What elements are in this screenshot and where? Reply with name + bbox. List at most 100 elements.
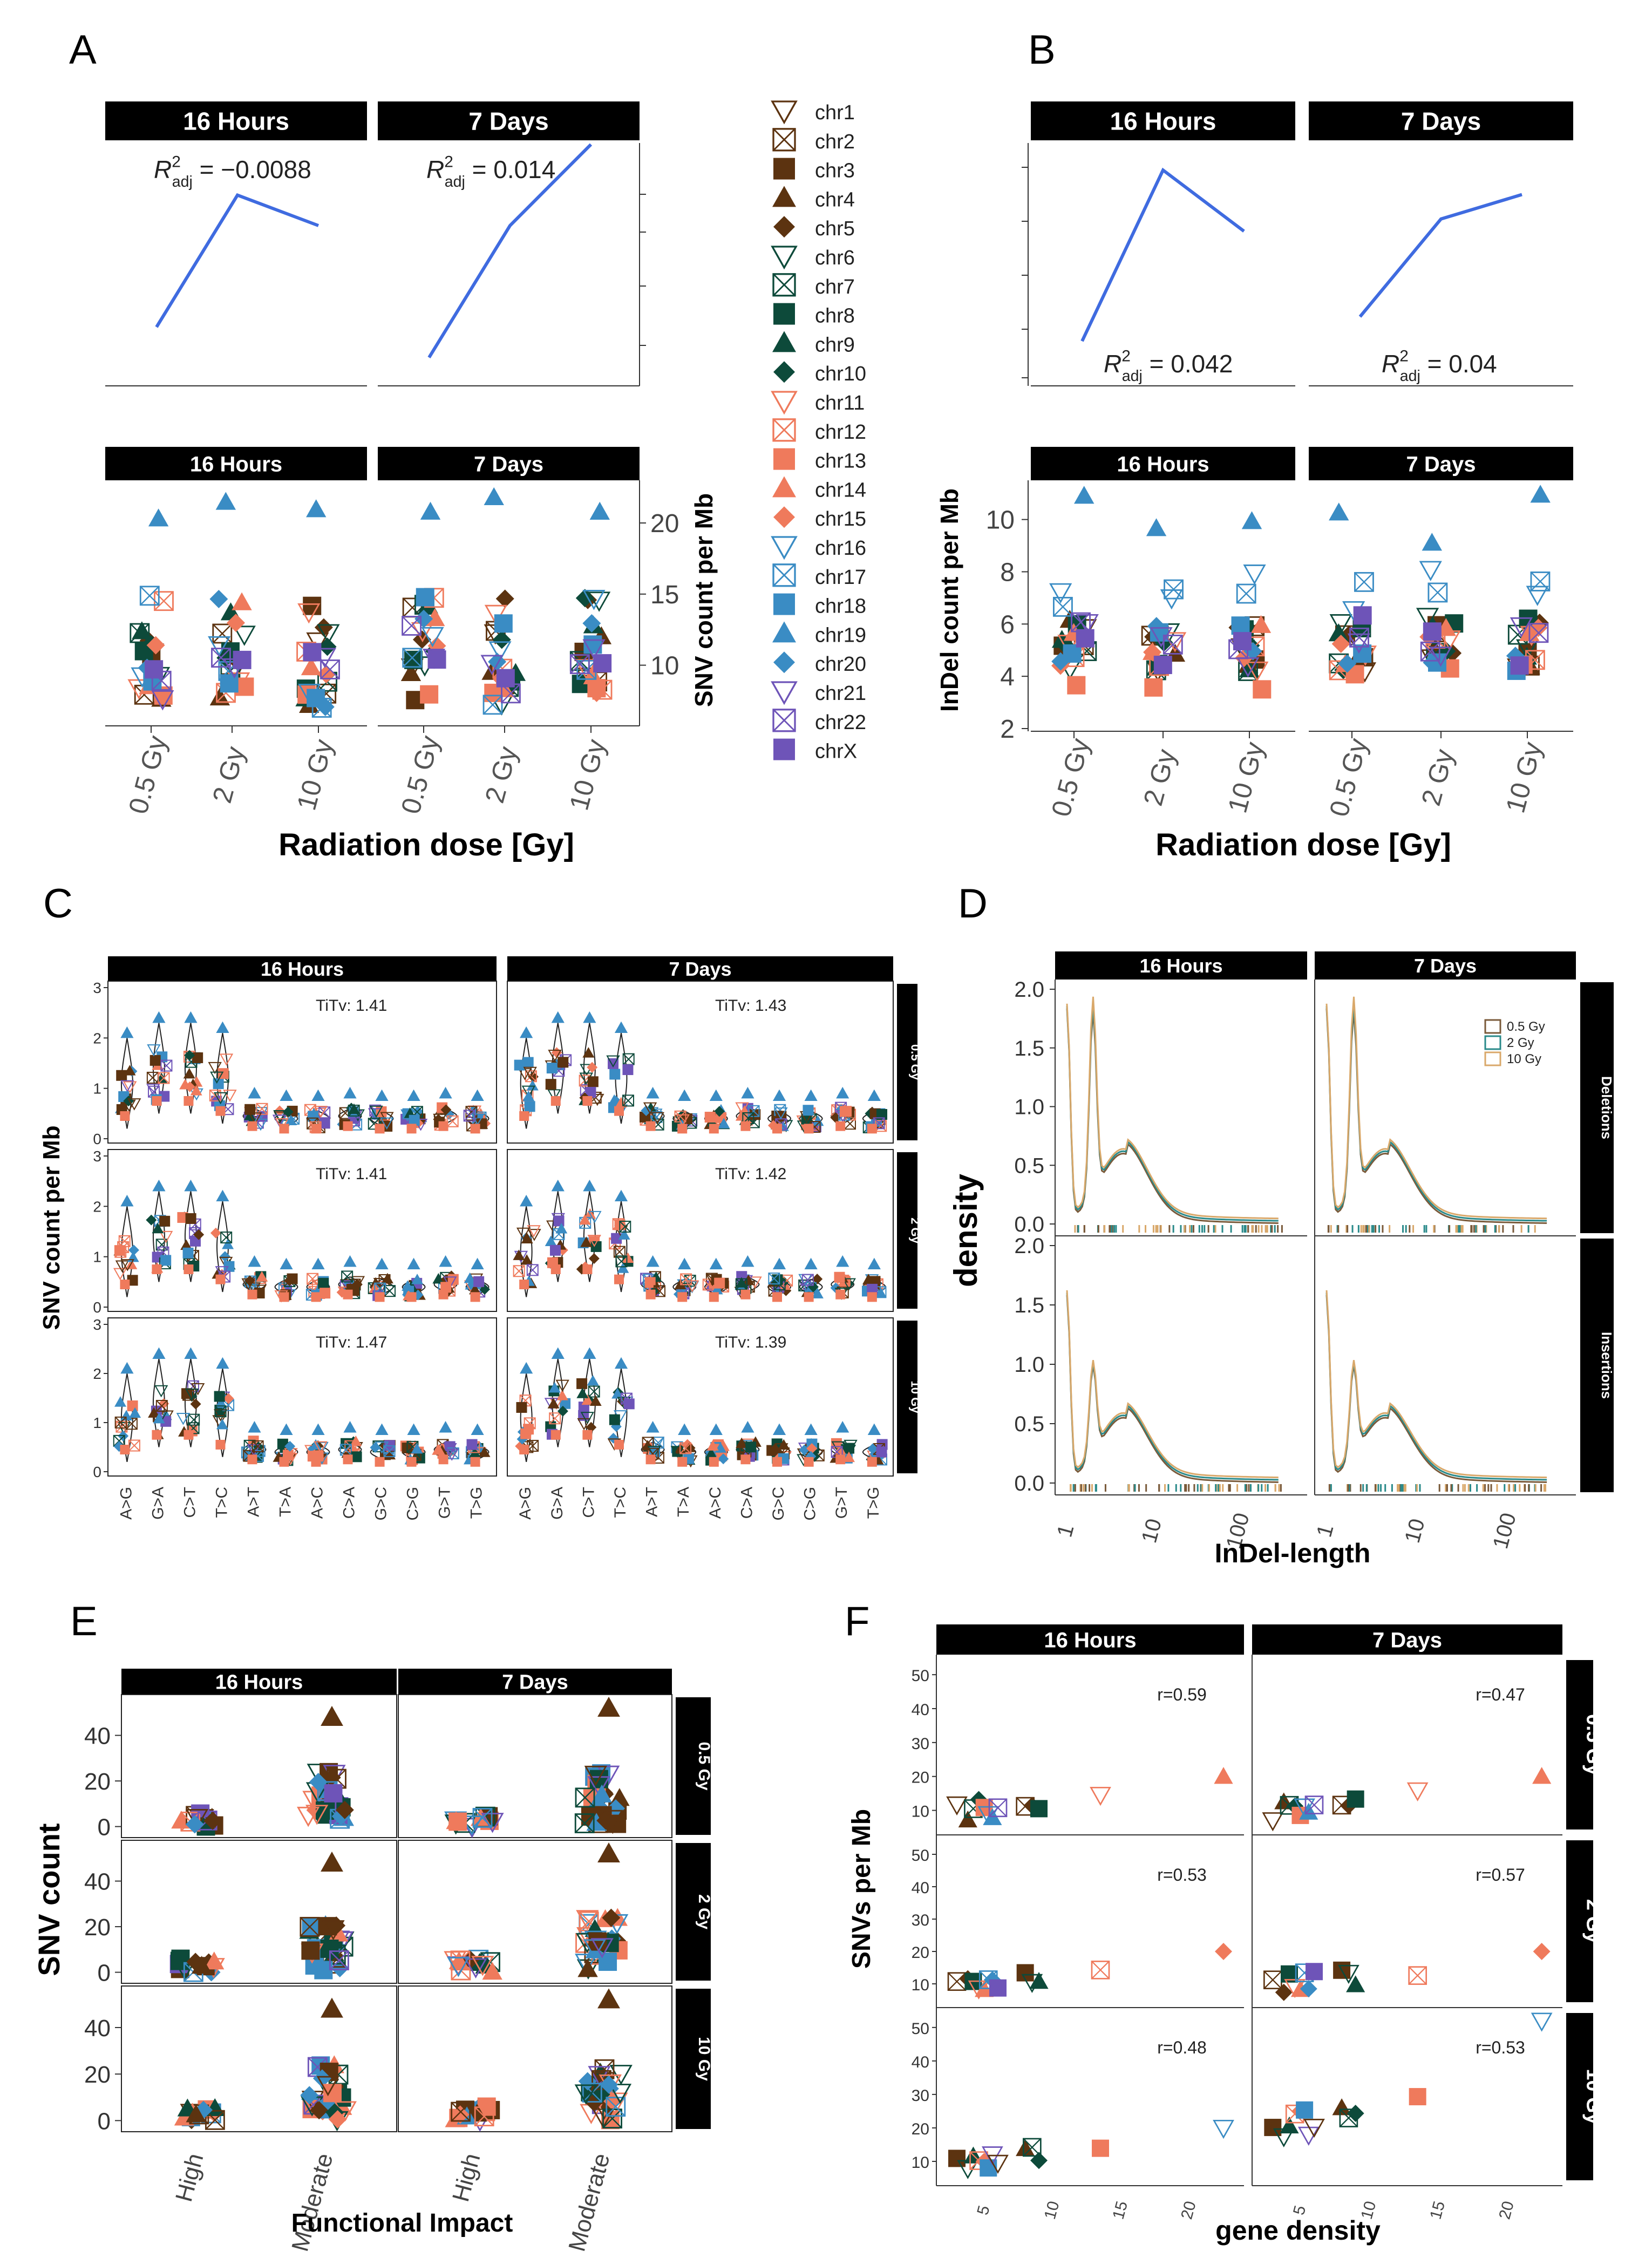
c-row-strip-0-label: 0.5 Gy: [909, 1044, 922, 1080]
c-point: [526, 1264, 539, 1276]
e-point-x2: [329, 1959, 349, 1970]
legend-key-chr19: [772, 621, 796, 643]
c-point-max: [280, 1423, 293, 1435]
c-point: [643, 1102, 657, 1115]
e-point: [312, 2069, 331, 2088]
c-point-min: [343, 1454, 353, 1465]
c-point: [587, 1076, 599, 1087]
c-point-min: [183, 1264, 194, 1274]
c-point-x2: [119, 1240, 131, 1247]
c-point-box: [622, 1094, 634, 1107]
e-point: [204, 1951, 225, 1970]
c-point: [579, 1214, 591, 1225]
c-point: [513, 1249, 525, 1260]
b-point-chr17-x2: [1164, 588, 1184, 599]
c-point: [581, 1394, 594, 1405]
c-point-box: [615, 1255, 628, 1268]
c-point-max: [311, 1089, 325, 1101]
c-point: [373, 1277, 387, 1290]
c-point-min: [835, 1454, 846, 1465]
c-x-tick-label: T>C: [213, 1487, 230, 1518]
e-point: [583, 1939, 607, 1960]
e-point: [302, 1917, 321, 1936]
f-col-strip-1: [1252, 1624, 1562, 1655]
b-point-chr16: [1526, 586, 1549, 606]
b-y-tick-label: 4: [1000, 663, 1015, 691]
c-point: [615, 1255, 628, 1268]
d-row-strip-1-label: Insertions: [1599, 1332, 1615, 1399]
b-point-chr11: [1246, 661, 1269, 682]
a-point-chr13: [235, 677, 254, 696]
legend-key-chr20: [773, 651, 795, 674]
b-point-chr22-box: [1528, 623, 1549, 643]
c-x-tick-label: T>A: [276, 1487, 294, 1517]
f-y-tick-label: 40: [912, 1701, 929, 1719]
d-legend-label: 0.5 Gy: [1507, 1019, 1545, 1034]
c-point-box: [187, 1380, 200, 1392]
c-point-x2: [622, 1058, 635, 1065]
legend-label-chrX: chrX: [815, 740, 857, 763]
c-point: [513, 1265, 525, 1277]
c-point: [223, 1393, 234, 1404]
c-point-box: [214, 1405, 227, 1418]
d-x-tick-label: 100: [1488, 1511, 1521, 1552]
c-point-min: [215, 1106, 226, 1116]
c-point: [152, 1222, 164, 1234]
c-point: [177, 1212, 188, 1223]
e-point: [584, 1765, 607, 1786]
e-row-strip-0: [676, 1697, 711, 1835]
d-density-curve-0.5Gy: [1066, 1295, 1279, 1483]
c-point: [520, 1428, 532, 1439]
c-point: [803, 1105, 814, 1116]
e-y-tick-label: 20: [84, 1769, 111, 1795]
c-x-tick-label: C>A: [341, 1487, 358, 1519]
c-point: [114, 1396, 127, 1407]
f-point-x2: [948, 1981, 966, 1991]
d-density-curve-0.5Gy: [1325, 1295, 1547, 1483]
a-point-chr22-x2: [211, 656, 231, 668]
c-point: [588, 1253, 600, 1264]
c-point-x2: [126, 1423, 138, 1430]
c-point: [244, 1275, 255, 1287]
e-point-max: [321, 1851, 343, 1872]
e-point-x2: [575, 1797, 595, 1807]
c-point: [547, 1398, 560, 1409]
b-y-axis-title: InDel count per Mb: [935, 488, 963, 712]
f-point: [1338, 1964, 1359, 1984]
a-point-chr19: [484, 487, 504, 506]
f-point-box: [988, 1798, 1008, 1818]
c-point-min: [804, 1457, 814, 1467]
f-point: [988, 1798, 1008, 1818]
f-point: [1532, 1767, 1552, 1784]
c-point-max: [678, 1257, 691, 1270]
c-point: [146, 1071, 159, 1084]
c-point-min: [247, 1289, 257, 1300]
c-point: [555, 1379, 569, 1392]
f-y-tick-label: 40: [912, 1879, 929, 1897]
f-point: [948, 2150, 966, 2167]
e-point-box: [329, 1950, 349, 1970]
legend-label-chr7: chr7: [815, 276, 855, 298]
c-point: [862, 1274, 875, 1285]
e-point: [451, 2105, 470, 2124]
c-point-x2: [340, 1449, 352, 1456]
e-point: [471, 1956, 494, 1976]
f-point: [1263, 1970, 1282, 1989]
a-point-chr21: [582, 639, 606, 660]
c-x-tick-label: A>T: [643, 1487, 661, 1517]
c-point-box: [220, 1231, 233, 1243]
c-point: [247, 1444, 261, 1457]
e-point-max: [321, 1997, 343, 2018]
panel-letter-f: F: [845, 1599, 869, 1644]
b-point-chr19: [1074, 486, 1094, 504]
c-x-tick-label: T>C: [611, 1487, 629, 1518]
f-y-tick-label: 20: [912, 1944, 929, 1962]
legend-key-chr2-box: [772, 128, 796, 152]
c-point-min: [709, 1457, 719, 1467]
d-y-axis-title: density: [948, 1173, 984, 1287]
e-point: [170, 1951, 189, 1970]
c-row-strip-2: [897, 1321, 917, 1473]
b-point-chr17-x1: [1236, 584, 1256, 595]
c-point-max: [184, 1179, 198, 1192]
c-point-max: [772, 1257, 786, 1270]
